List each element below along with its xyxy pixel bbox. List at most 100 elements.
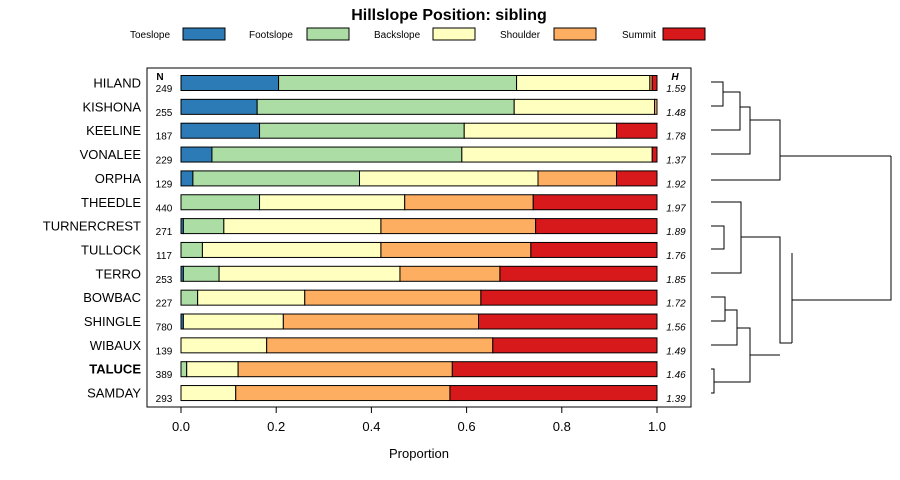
category-labels: HILAND KISHONA KEELINE VONALEE ORPHA THEEDLE T… (43, 76, 142, 401)
bar-samday-shoulder (235, 385, 451, 402)
bar-samday-backslope (180, 385, 237, 402)
h-value-vonalee: 1.37 (666, 156, 686, 167)
bar-hiland-footslope (278, 75, 518, 91)
bar-tullock-backslope (201, 241, 382, 258)
h-value-wibaux: 1.49 (666, 346, 686, 357)
n-value-samday: 293 (156, 394, 173, 405)
category-label-terro: TERRO (96, 266, 142, 281)
bar-keeline-summit (616, 122, 658, 139)
h-value-tullock: 1.76 (666, 251, 686, 262)
category-label-kishona: KISHONA (82, 99, 141, 114)
bar-turnercrest-backslope (223, 218, 382, 235)
x-axis-title: Proportion (389, 446, 449, 461)
x-tick-label-5: 1.0 (648, 419, 666, 434)
category-label-turnercrest: TURNERCREST (43, 219, 141, 234)
bar-theedle-summit (532, 194, 658, 211)
h-value-taluce: 1.46 (666, 370, 686, 381)
h-value-keeline: 1.78 (666, 132, 686, 143)
bars (180, 75, 658, 402)
bar-bowbac-shoulder (304, 289, 482, 306)
bar-hiland-backslope (516, 75, 651, 91)
category-label-vonalee: VONALEE (80, 147, 142, 162)
legend-label-summit: Summit (622, 30, 656, 41)
bar-vonalee-toeslope (180, 146, 213, 163)
n-value-bowbac: 227 (156, 299, 173, 310)
bar-vonalee-footslope (211, 146, 463, 163)
bar-bowbac-backslope (197, 289, 306, 306)
legend-label-shoulder: Shoulder (500, 30, 541, 41)
x-tick-label-3: 0.6 (458, 419, 476, 434)
category-label-keeline: KEELINE (86, 123, 141, 138)
bar-turnercrest-footslope (182, 218, 225, 235)
legend-swatch-summit (662, 27, 706, 41)
bar-tullock-footslope (180, 241, 203, 258)
h-value-shingle: 1.56 (666, 323, 686, 334)
n-value-vonalee: 229 (156, 156, 173, 167)
category-label-tullock: TULLOCK (81, 242, 141, 257)
legend-label-backslope: Backslope (374, 30, 421, 41)
n-value-orpha: 129 (156, 179, 173, 190)
x-tick-label-1: 0.2 (267, 419, 285, 434)
bar-shingle-summit (478, 313, 658, 330)
bar-terro-footslope (182, 265, 220, 282)
bar-terro-shoulder (399, 265, 501, 282)
bar-samday-summit (449, 385, 658, 402)
bar-keeline-backslope (463, 122, 618, 139)
bar-terro-backslope (218, 265, 401, 282)
x-tick-label-0: 0.0 (172, 419, 190, 434)
n-value-taluce: 389 (156, 370, 173, 381)
legend-label-toeslope: Toeslope (130, 30, 170, 41)
bar-kishona-shoulder (654, 98, 658, 115)
h-value-terro: 1.85 (666, 275, 686, 286)
bar-orpha-backslope (359, 170, 539, 187)
category-label-theedle: THEEDLE (81, 195, 141, 210)
h-header: H (671, 72, 679, 83)
n-value-turnercrest: 271 (156, 227, 173, 238)
category-label-taluce: TALUCE (89, 362, 141, 377)
n-value-wibaux: 139 (156, 346, 173, 357)
bar-taluce-shoulder (237, 361, 453, 378)
h-values: 1.59 1.48 1.78 1.37 1.92 1.97 1.89 1.76 1.85 1.72… (666, 84, 686, 405)
legend-swatch-toeslope (182, 27, 226, 41)
h-value-kishona: 1.48 (666, 108, 686, 119)
bar-bowbac-summit (480, 289, 658, 306)
n-value-terro: 253 (156, 275, 173, 286)
bar-keeline-toeslope (180, 122, 261, 139)
category-label-wibaux: WIBAUX (90, 338, 142, 353)
category-label-hiland: HILAND (93, 76, 141, 91)
h-value-turnercrest: 1.89 (666, 227, 686, 238)
bar-shingle-backslope (182, 313, 284, 330)
x-tick-label-4: 0.8 (553, 419, 571, 434)
bar-vonalee-summit (651, 146, 658, 163)
n-values: 249 255 187 229 129 440 271 117 253 227 780 139 389 2… (156, 84, 173, 405)
h-value-theedle: 1.97 (666, 203, 686, 214)
n-value-kishona: 255 (156, 108, 173, 119)
bar-taluce-footslope (180, 361, 188, 378)
x-axis: 0.0 0.2 0.4 0.6 0.8 1.0 (172, 407, 666, 434)
h-value-bowbac: 1.72 (666, 299, 686, 310)
bar-kishona-toeslope (180, 98, 258, 115)
bar-vonalee-backslope (461, 146, 653, 163)
bar-orpha-summit (616, 170, 658, 187)
plot-panel (146, 67, 692, 408)
bar-turnercrest-shoulder (380, 218, 537, 235)
h-value-hiland: 1.59 (666, 84, 686, 95)
legend: Toeslope Footslope Backslope Shoulder Summit (130, 27, 706, 41)
category-label-orpha: ORPHA (95, 171, 142, 186)
bar-kishona-footslope (256, 98, 515, 115)
chart-title: Hillslope Position: sibling (351, 7, 547, 24)
bar-kishona-backslope (513, 98, 656, 115)
h-value-orpha: 1.92 (666, 179, 686, 190)
bar-orpha-footslope (192, 170, 360, 187)
bar-wibaux-backslope (180, 337, 268, 354)
n-value-keeline: 187 (156, 132, 173, 143)
n-header: N (156, 72, 163, 83)
bar-shingle-shoulder (282, 313, 479, 330)
bar-bowbac-footslope (180, 289, 199, 306)
n-value-theedle: 440 (156, 203, 173, 214)
bar-taluce-summit (451, 361, 658, 378)
category-label-bowbac: BOWBAC (83, 290, 141, 305)
legend-swatch-backslope (432, 27, 476, 41)
bar-wibaux-shoulder (266, 337, 494, 354)
